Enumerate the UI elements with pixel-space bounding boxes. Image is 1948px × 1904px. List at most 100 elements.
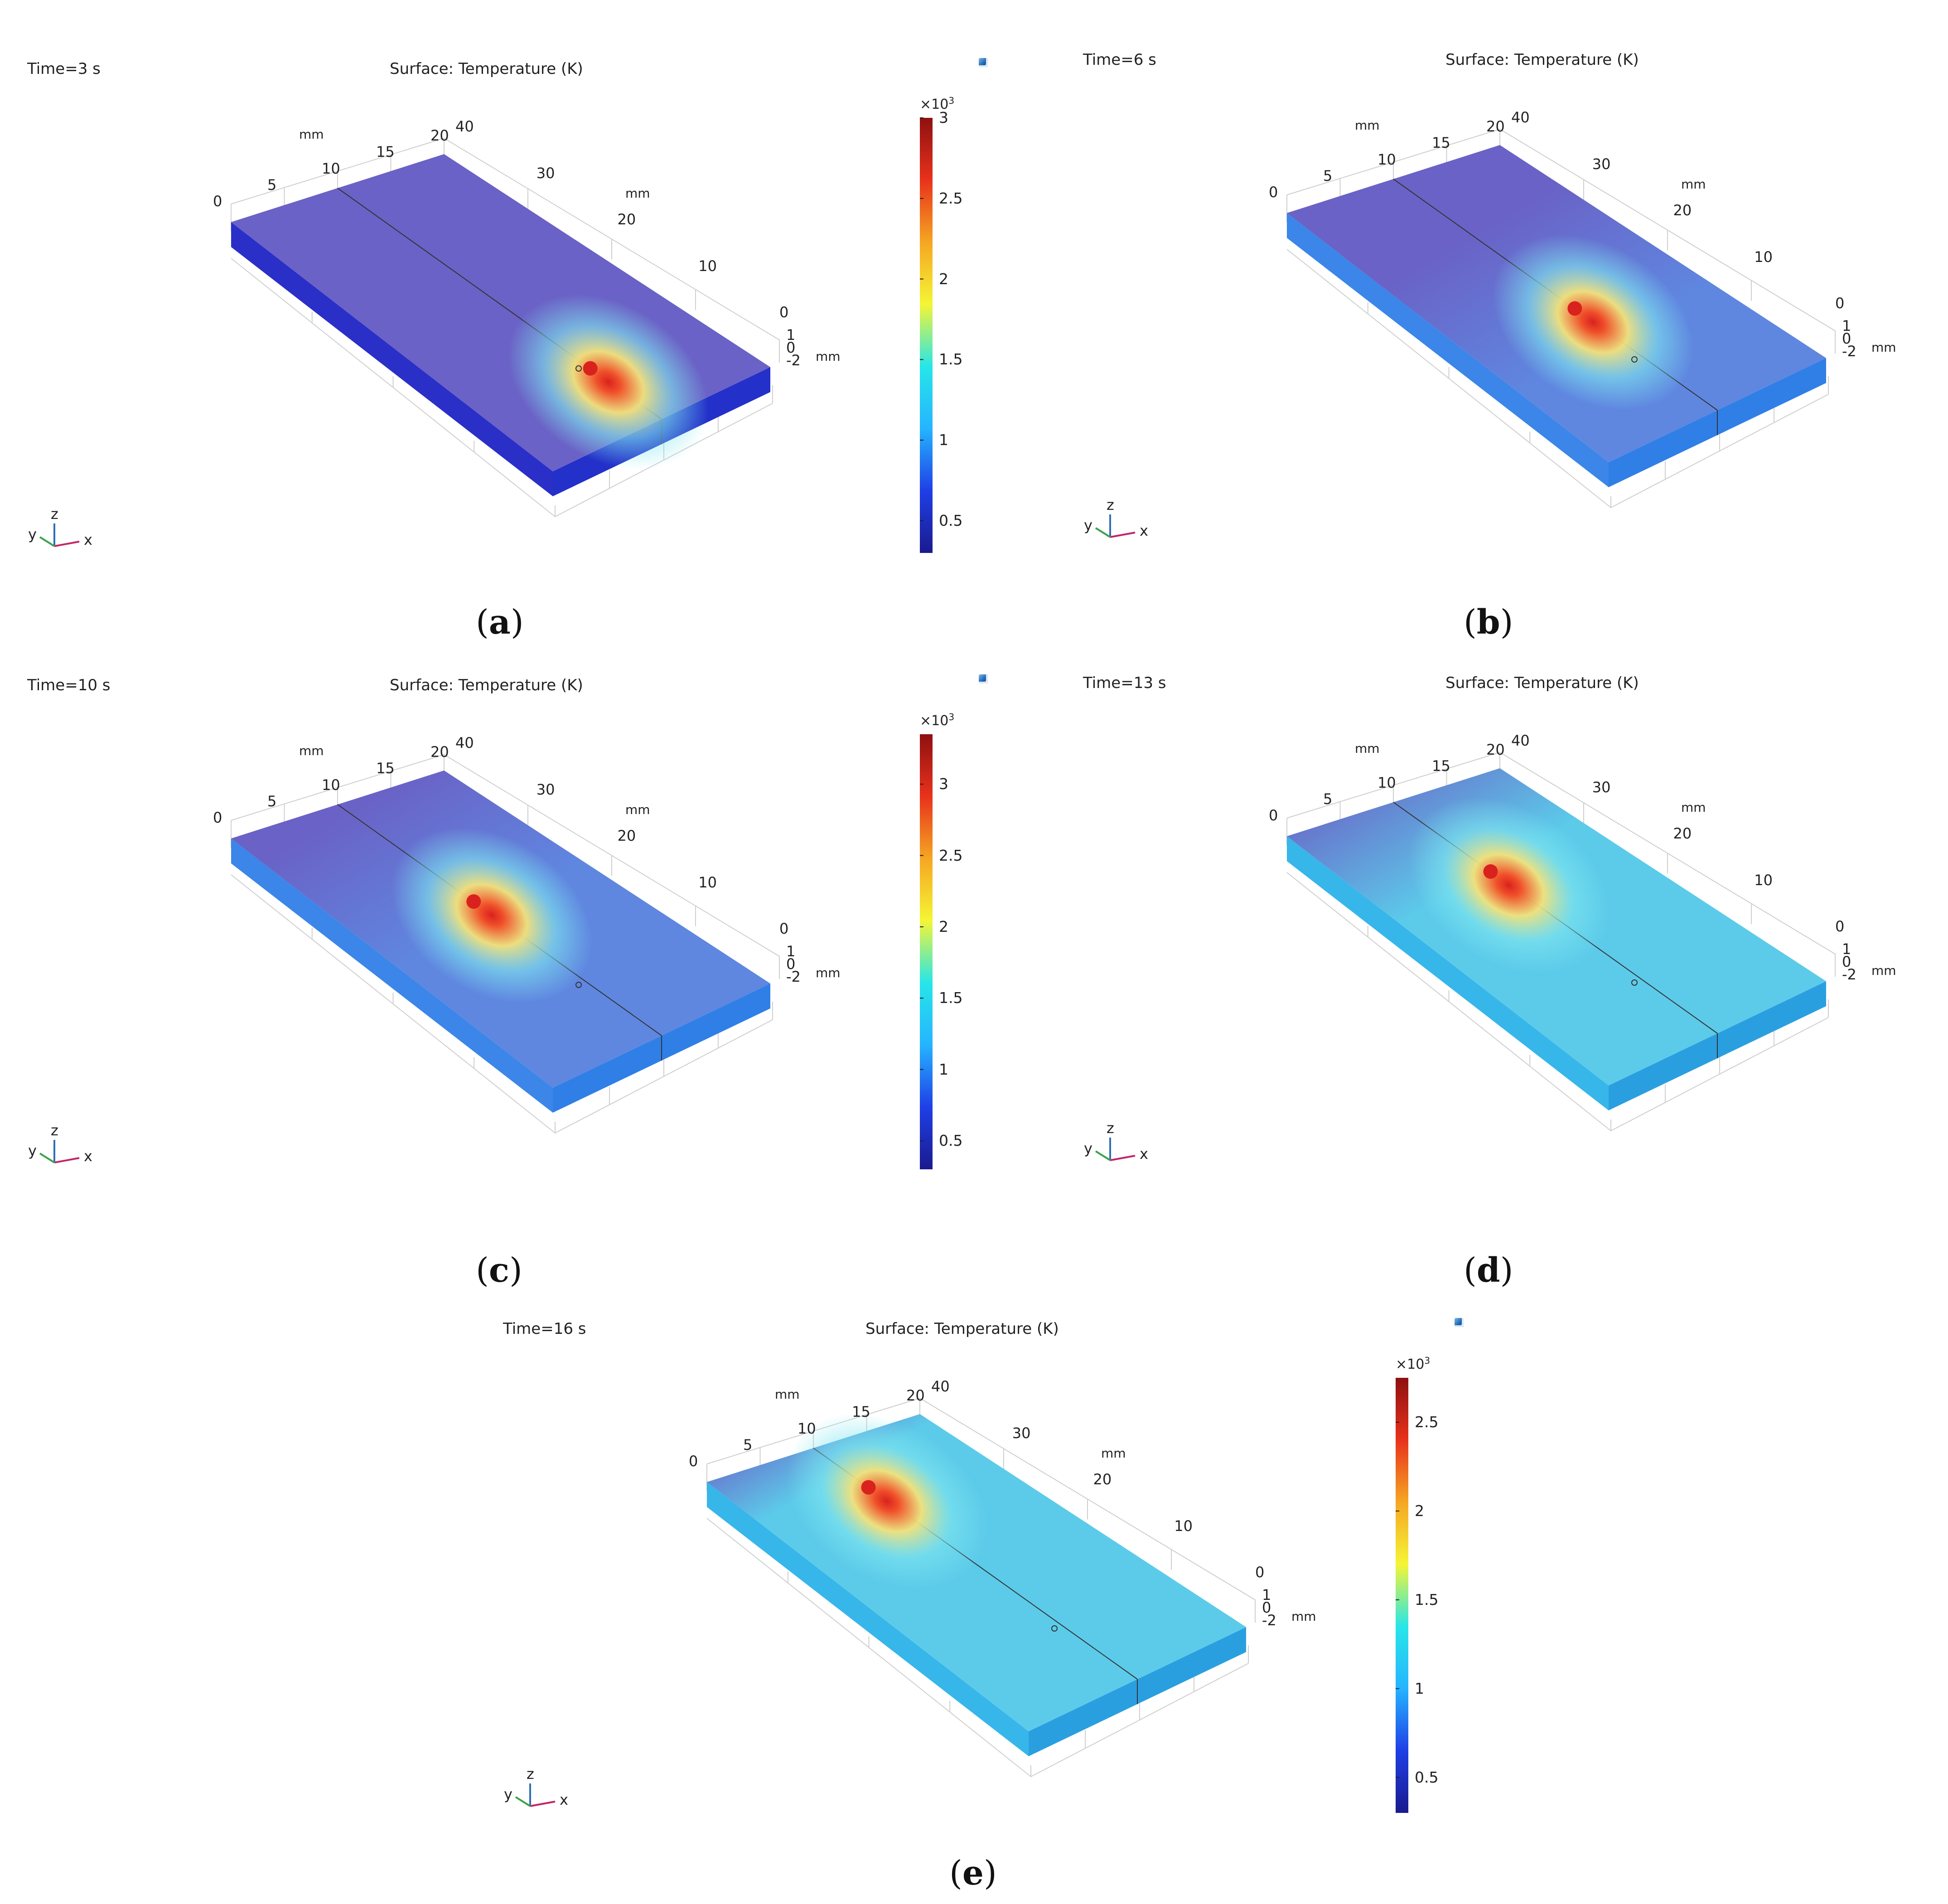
y-axis-tick: 0 bbox=[213, 809, 222, 826]
y-axis-tick: 0 bbox=[1269, 184, 1278, 201]
y-axis-tick: 15 bbox=[376, 760, 395, 777]
panel-caption: (c) bbox=[476, 1251, 522, 1290]
y-axis-tick: 20 bbox=[906, 1387, 925, 1404]
colorbar bbox=[1396, 1378, 1408, 1813]
panel-c: Time=10 s Surface: Temperature (K) ×103 3 2.… bbox=[18, 666, 988, 1201]
y-axis-tick: 5 bbox=[743, 1436, 753, 1453]
colorbar-tick: 1 bbox=[1415, 1679, 1424, 1697]
heat-source-spot bbox=[508, 294, 709, 470]
y-axis-tick: 15 bbox=[1432, 757, 1450, 775]
x-axis-tick: 30 bbox=[536, 164, 555, 182]
z-axis-tick: 1 bbox=[1842, 940, 1851, 958]
temperature-plot bbox=[39, 734, 933, 1169]
x-axis-tick: 0 bbox=[779, 304, 789, 321]
x-axis-tick: 30 bbox=[1012, 1424, 1031, 1442]
colorbar bbox=[920, 118, 933, 553]
x-axis-tick: 30 bbox=[536, 780, 555, 798]
time-label: Time=13 s bbox=[1083, 674, 1166, 692]
colorbar-tick: 2.5 bbox=[1415, 1413, 1439, 1431]
colorbar-tick: 3 bbox=[939, 109, 948, 126]
probe-marker bbox=[575, 982, 582, 988]
y-axis-tick: 5 bbox=[1323, 790, 1333, 808]
temperature-plot bbox=[515, 1378, 1408, 1813]
y-axis-tick: 20 bbox=[1486, 118, 1505, 135]
z-axis-tick: 1 bbox=[1842, 317, 1851, 334]
triad-z-label: z bbox=[51, 1122, 58, 1139]
x-axis-unit: mm bbox=[1101, 1446, 1126, 1461]
x-axis-unit: mm bbox=[625, 802, 650, 817]
z-axis-tick: 1 bbox=[786, 326, 796, 344]
bounding-grid bbox=[231, 754, 780, 1134]
z-axis-tick: 1 bbox=[1262, 1586, 1271, 1604]
exponent-power: 3 bbox=[948, 712, 955, 722]
z-axis-tick: 0 bbox=[1842, 330, 1851, 347]
x-axis-tick: 20 bbox=[617, 827, 636, 844]
y-axis-unit: mm bbox=[775, 1387, 800, 1402]
y-axis-tick: 20 bbox=[430, 127, 449, 144]
panel-caption: (a) bbox=[476, 603, 524, 642]
colorbar-tick: 2 bbox=[939, 270, 948, 288]
z-axis-tick: 0 bbox=[1842, 953, 1851, 970]
y-axis-tick: 10 bbox=[1378, 150, 1396, 168]
z-axis-unit: mm bbox=[1871, 340, 1896, 355]
heat-source-spot bbox=[1492, 234, 1693, 410]
time-label: Time=3 s bbox=[27, 60, 101, 78]
x-axis-tick: 40 bbox=[1511, 109, 1530, 126]
exponent-base: ×10 bbox=[1396, 1357, 1425, 1372]
x-axis-tick: 0 bbox=[1255, 1564, 1265, 1581]
triad-x-label: x bbox=[560, 1791, 568, 1808]
exponent-power: 3 bbox=[948, 95, 955, 106]
y-axis-unit: mm bbox=[299, 743, 324, 758]
y-axis-tick: 10 bbox=[798, 1420, 816, 1437]
panel-caption: (b) bbox=[1464, 603, 1513, 642]
y-axis-tick: 0 bbox=[213, 193, 222, 210]
z-axis-tick: -2 bbox=[1262, 1612, 1276, 1629]
panel-caption-letter: b bbox=[1476, 603, 1500, 642]
panel-a: Time=3 s Surface: Temperature (K) ×103 3 2.5… bbox=[18, 50, 988, 585]
colorbar bbox=[920, 734, 933, 1169]
triad-y-label: y bbox=[28, 526, 37, 543]
z-axis-tick: 1 bbox=[786, 943, 796, 960]
panel-caption-letter: a bbox=[488, 603, 511, 642]
z-axis-unit: mm bbox=[1871, 963, 1896, 978]
view-cube-icon[interactable] bbox=[979, 674, 988, 683]
triad-z-label: z bbox=[51, 505, 58, 523]
plot-title: Surface: Temperature (K) bbox=[390, 60, 583, 78]
x-axis-tick: 10 bbox=[698, 257, 717, 275]
view-cube-icon[interactable] bbox=[979, 58, 988, 67]
plate-side-face bbox=[1287, 836, 1609, 1110]
z-axis-tick: 0 bbox=[1262, 1599, 1271, 1616]
x-axis-tick: 30 bbox=[1592, 155, 1611, 173]
panel-caption: (e) bbox=[949, 1854, 997, 1893]
panel-caption-letter: c bbox=[488, 1251, 509, 1290]
panel-caption: (d) bbox=[1464, 1251, 1513, 1290]
exponent-base: ×10 bbox=[920, 713, 949, 729]
x-axis-tick: 10 bbox=[1174, 1517, 1193, 1535]
probe-marker bbox=[1051, 1625, 1058, 1632]
x-axis-tick: 40 bbox=[1511, 732, 1530, 749]
colorbar-tick: 1.5 bbox=[939, 350, 963, 368]
axis-triad-icon bbox=[515, 1783, 556, 1807]
temperature-plot bbox=[39, 117, 933, 553]
y-axis-tick: 0 bbox=[1269, 807, 1278, 824]
x-axis-tick: 10 bbox=[1754, 871, 1773, 889]
y-axis-unit: mm bbox=[1355, 741, 1380, 756]
view-cube-icon[interactable] bbox=[1455, 1318, 1464, 1327]
triad-y-label: y bbox=[1084, 1140, 1092, 1157]
y-axis-tick: 5 bbox=[267, 176, 277, 194]
z-axis-tick: -2 bbox=[1842, 343, 1856, 360]
colorbar-tick: 2.5 bbox=[939, 189, 963, 207]
plot-title: Surface: Temperature (K) bbox=[390, 676, 583, 694]
x-axis-unit: mm bbox=[625, 186, 650, 201]
panel-caption-letter: e bbox=[962, 1854, 984, 1893]
plot-title: Surface: Temperature (K) bbox=[1445, 674, 1639, 692]
x-axis-tick: 10 bbox=[698, 873, 717, 891]
y-axis-tick: 10 bbox=[322, 160, 340, 177]
colorbar-tick: 1 bbox=[939, 1060, 948, 1078]
exponent-power: 3 bbox=[1424, 1355, 1431, 1366]
heat-source-spot bbox=[1408, 797, 1610, 973]
plate-side-face bbox=[231, 222, 553, 496]
y-axis-unit: mm bbox=[299, 127, 324, 142]
